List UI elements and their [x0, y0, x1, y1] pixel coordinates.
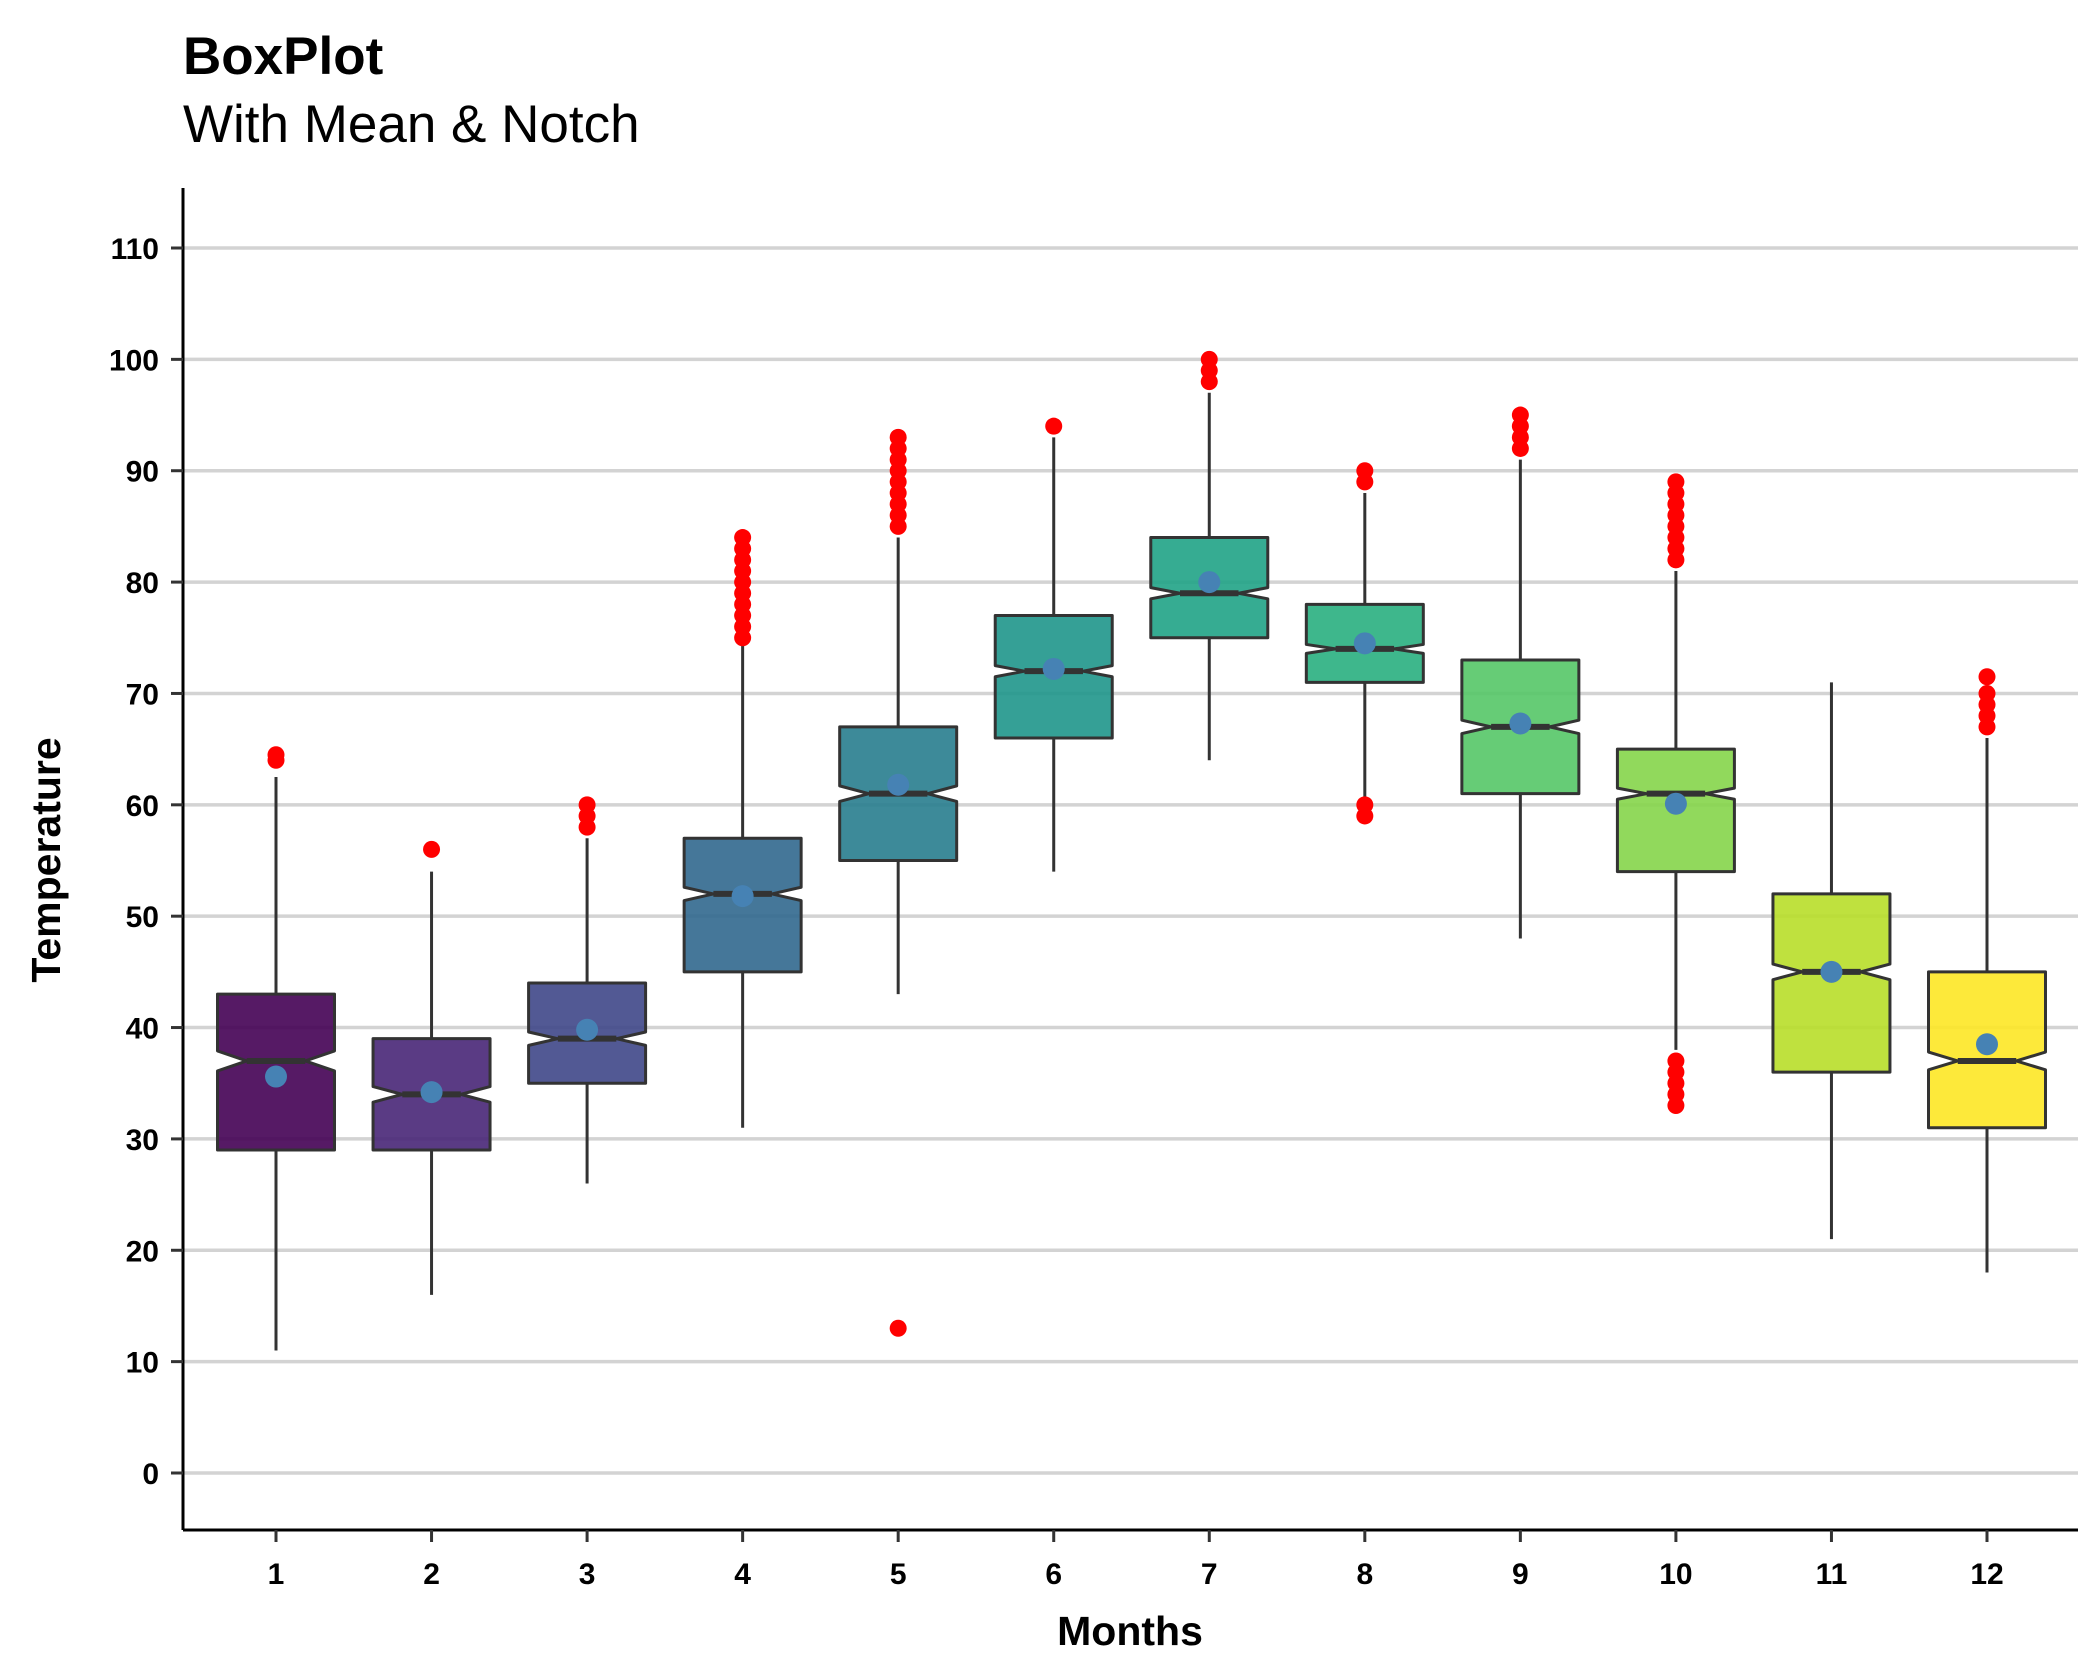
y-tick-label: 10 — [126, 1347, 159, 1380]
x-tick-label: 4 — [734, 1558, 751, 1591]
y-tick-label: 110 — [111, 233, 159, 266]
x-tick-label: 8 — [1356, 1558, 1373, 1591]
x-tick-label: 3 — [579, 1558, 596, 1591]
x-tick-label: 2 — [423, 1558, 440, 1591]
outlier-point — [1200, 350, 1218, 368]
y-tick-label: 70 — [126, 678, 159, 711]
x-tick-label: 12 — [1970, 1558, 2003, 1591]
x-tick-label: 5 — [890, 1558, 907, 1591]
y-tick-label: 20 — [126, 1235, 159, 1268]
outlier-point — [1511, 406, 1529, 424]
outlier-point — [1045, 417, 1063, 435]
outlier-point — [1356, 462, 1374, 480]
mean-point — [1820, 960, 1843, 983]
mean-point — [576, 1018, 599, 1041]
mean-point — [1509, 712, 1532, 735]
outlier-point — [734, 529, 752, 547]
mean-point — [1353, 632, 1376, 655]
mean-point — [1664, 792, 1687, 815]
y-tick-label: 50 — [126, 901, 159, 934]
mean-point — [887, 773, 910, 796]
outlier-point — [1667, 1052, 1685, 1070]
outlier-point — [267, 746, 285, 764]
mean-point — [731, 885, 754, 908]
x-tick-label: 9 — [1512, 1558, 1529, 1591]
x-tick-label: 10 — [1659, 1558, 1692, 1591]
box-layer — [216, 350, 2047, 1351]
y-tick-label: 60 — [126, 790, 159, 823]
notched-box — [1771, 892, 1892, 1074]
mean-point — [1976, 1033, 1998, 1056]
grid-lines — [183, 246, 2078, 1475]
mean-point — [265, 1065, 287, 1088]
y-axis-label: Temperature — [23, 737, 69, 982]
mean-point — [420, 1081, 443, 1104]
x-tick-label: 6 — [1045, 1558, 1062, 1591]
outlier-point — [1356, 796, 1374, 814]
mean-point — [1042, 657, 1065, 680]
y-tick-label: 40 — [126, 1013, 159, 1046]
outlier-point — [889, 1319, 907, 1337]
y-tick-label: 30 — [126, 1124, 159, 1157]
outlier-point — [1978, 684, 1996, 702]
x-tick-label: 1 — [268, 1558, 285, 1591]
x-tick-label: 11 — [1816, 1558, 1848, 1591]
y-tick-label: 0 — [142, 1458, 159, 1491]
chart-subtitle: With Mean & Notch — [183, 95, 640, 154]
axes — [181, 188, 2078, 1532]
x-tick-label: 7 — [1201, 1558, 1218, 1591]
x-axis-label: Months — [1057, 1608, 1203, 1654]
y-tick-label: 80 — [126, 567, 159, 600]
outlier-point — [889, 428, 907, 446]
outlier-point — [578, 796, 596, 814]
y-tick-label: 100 — [109, 344, 159, 377]
chart-title: BoxPlot — [183, 27, 384, 86]
outlier-point — [1667, 473, 1685, 491]
outlier-point — [1978, 668, 1996, 686]
outlier-point — [423, 840, 441, 858]
mean-point — [1198, 571, 1221, 594]
y-tick-label: 90 — [126, 456, 159, 489]
